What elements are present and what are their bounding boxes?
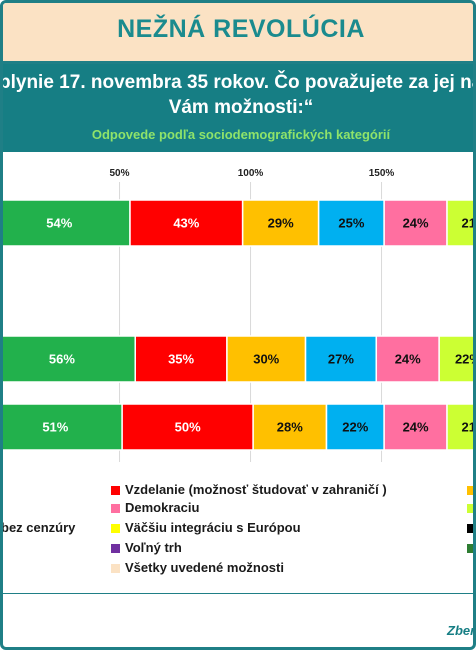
bar-segment-r2-s4 [304,335,378,383]
bar-data-label: 25% [338,216,364,231]
axis-tick-label: 150% [369,168,395,179]
bar-data-label: 35% [168,352,194,367]
bar-data-label: 21% [462,216,476,231]
bar-segment-r3-s6 [446,403,473,451]
bar-segment-r2-s6 [438,335,473,383]
bar-data-label: 24% [403,420,429,435]
bar-data-label: 21% [462,420,476,435]
bar-data-label: 51% [42,420,68,435]
bar-segment-r2-s1 [3,335,136,383]
legend-label-integracia: Väčšiu integráciu s Európou [125,520,301,535]
bar-segment-r1-s4 [317,199,385,247]
bar-data-label: 22% [455,352,476,367]
legend-label-volny-trh: Voľný trh [125,540,182,555]
legend-row-2: Demokraciu [3,499,473,517]
axis-tick-label: 100% [238,168,264,179]
bar-data-label: 54% [46,216,72,231]
bar-data-label: 27% [328,352,354,367]
bar-segment-r3-s2 [121,403,254,451]
legend-row-4: Voľný trh [3,539,473,557]
legend-row-5: Všetky uvedené možnosti [3,559,473,577]
legend-swatch-edge-4 [467,544,473,553]
bar-segment-r1-s3 [241,199,320,247]
question-line-1: plynie 17. novembra 35 rokov. Čo považuj… [0,72,476,93]
bar-data-label: 22% [342,420,368,435]
legend-row-1: Vzdelanie (možnosť študovať v zahraničí … [3,481,473,499]
bar-data-label: 24% [403,216,429,231]
legend-swatch-integracia [111,524,120,533]
bar-segment-r2-s2 [134,335,228,383]
legend-label-demokraciu: Demokraciu [125,500,200,515]
legend: Vzdelanie (možnosť študovať v zahraničí … [1,477,473,587]
legend-swatch-edge-1 [467,486,473,495]
question-subtitle: Odpovede podľa sociodemografických kateg… [91,127,391,142]
bar-data-label: 50% [175,420,201,435]
bar-segment-r1-s2 [129,199,244,247]
legend-label-vzdelanie: Vzdelanie (možnosť študovať v zahraničí … [125,482,387,497]
bar-data-label: 30% [253,352,279,367]
legend-swatch-demokraciu [111,504,120,513]
bar-data-label: 56% [49,352,75,367]
footer-divider [3,593,473,594]
question-line-2: Vám možnosti:“ [168,97,314,118]
bar-data-label: 43% [173,216,199,231]
bar-segment-r1-s1 [3,199,131,247]
bar-segment-r1-s6 [446,199,473,247]
legend-swatch-vsetky [111,564,120,573]
bar-data-label: 28% [277,420,303,435]
legend-swatch-vzdelanie [111,486,120,495]
bar-data-label: 29% [268,216,294,231]
bar-segment-r1-s5 [383,199,448,247]
bar-segment-r2-s5 [375,335,440,383]
question-band: plynie 17. novembra 35 rokov. Čo považuj… [0,64,476,152]
title-bar: NEŽNÁ REVOLÚCIA [3,3,473,64]
legend-swatch-edge-3 [467,524,473,533]
legend-label-cenzura: bez cenzúry [1,520,76,535]
stacked-bar-chart: 50% 100% 150% 54% 43% 29% 25% 24% 21% 56% 35% 30% 27… [3,168,476,462]
page-title: NEŽNÁ REVOLÚCIA [117,15,365,43]
bar-segment-r2-s3 [226,335,307,383]
legend-label-vsetky: Všetky uvedené možnosti [125,560,284,575]
axis-tick-label: 50% [110,168,130,179]
bar-segment-r3-s5 [383,403,448,451]
bar-segment-r3-s4 [325,403,385,451]
legend-row-3: bez cenzúry Väčšiu integráciu s Európou [1,519,473,537]
legend-swatch-volny-trh [111,544,120,553]
source-label: Zber [447,623,476,638]
legend-swatch-edge-2 [467,504,473,513]
bar-data-label: 24% [395,352,421,367]
